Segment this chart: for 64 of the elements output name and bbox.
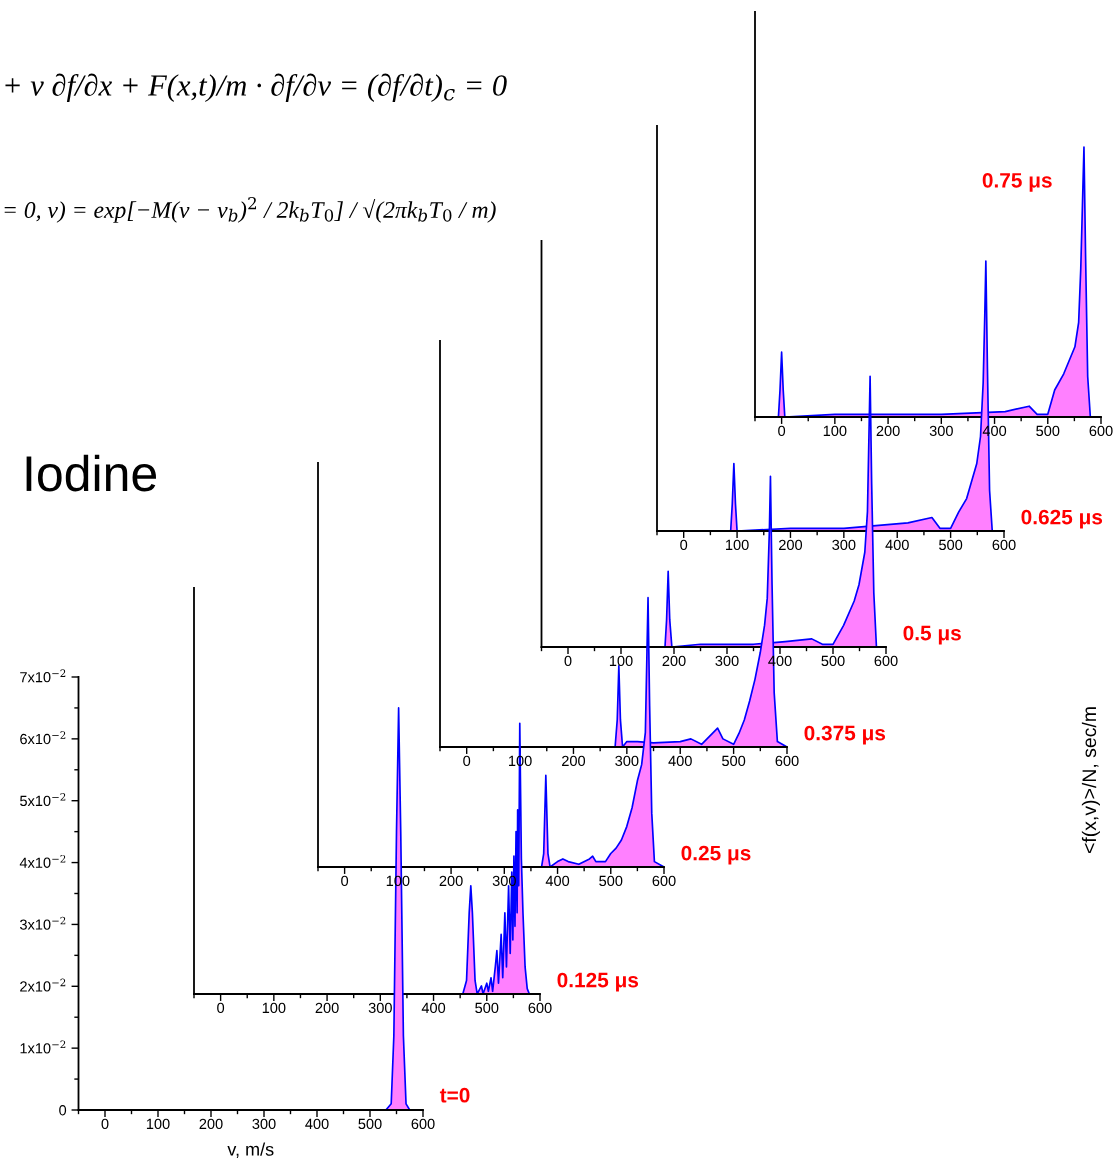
x-tick-label: 300 — [929, 425, 953, 437]
text: = 0, v) = exp[−M(v − v$_{b}$)$^{2}$ / 2k$_{b}$T$_{0}$] / √(2πk$_{b}$T$_{0}$ / m) — [4, 196, 496, 223]
x-tick-label: 0 — [217, 1002, 225, 1014]
x-tick-label: 300 — [252, 1118, 276, 1130]
y-axis-title: <f(x,v)>/N, sec/m — [1081, 707, 1100, 854]
x-tick-label: 600 — [874, 655, 898, 667]
text: 0.125 μs — [557, 972, 639, 992]
x-tick-label: 600 — [528, 1002, 552, 1014]
x-tick-label: 100 — [726, 539, 749, 551]
x-tick-label: 200 — [562, 755, 586, 767]
annotation: 0.75 μs — [982, 172, 1052, 192]
y-tick-label: 5x10$^{−2}$ — [20, 793, 66, 807]
x-tick-label: 600 — [775, 755, 799, 767]
x-tick-label: 500 — [821, 655, 845, 667]
y-tick-label: 2x10$^{−2}$ — [20, 978, 66, 992]
x-tick-label: 300 — [832, 539, 856, 551]
x-tick-label: 100 — [262, 1002, 286, 1014]
x-axis-title: v, m/s — [227, 1142, 274, 1158]
y-tick-label: 6x10$^{−2}$ — [20, 731, 66, 745]
text: + v ∂f/∂x + F(x,t)/m · ∂f/∂v = (∂f/∂t)$_{c}$ = 0 — [5, 73, 507, 103]
x-tick-label: 400 — [668, 755, 692, 767]
x-tick-label: 500 — [358, 1118, 382, 1130]
x-tick-label: 500 — [939, 539, 963, 551]
x-tick-label: 0 — [341, 875, 349, 887]
y-tick-label: 3x10$^{−2}$ — [20, 916, 66, 930]
x-tick-label: 300 — [715, 655, 739, 667]
x-tick-label: 300 — [368, 1002, 392, 1014]
chart-title: Iodine — [26, 454, 157, 492]
x-tick-label: 200 — [779, 539, 803, 551]
x-tick-label: 600 — [411, 1118, 435, 1130]
x-tick-label: 400 — [421, 1002, 446, 1014]
x-tick-label: 0 — [463, 755, 471, 767]
x-tick-label: 0 — [564, 655, 572, 667]
y-tick-label: 0 — [59, 1105, 67, 1116]
x-tick-label: 200 — [315, 1002, 339, 1014]
x-tick-label: 200 — [199, 1118, 223, 1130]
x-tick-label: 0 — [680, 539, 688, 551]
x-tick-label: 600 — [992, 539, 1016, 551]
y-tick-label: 7x10$^{−2}$ — [20, 669, 66, 683]
y-tick-label: 1x10$^{−2}$ — [20, 1040, 66, 1054]
x-tick-label: 400 — [305, 1118, 329, 1130]
text: 0.625 μs — [1021, 509, 1103, 529]
x-tick-label: 100 — [146, 1118, 170, 1130]
x-tick-label: 400 — [885, 539, 909, 551]
x-tick-label: 500 — [1036, 425, 1060, 437]
x-tick-label: 200 — [662, 655, 686, 667]
x-tick-label: 300 — [615, 755, 639, 767]
y-tick-label: 4x10$^{−2}$ — [19, 854, 66, 868]
text: 0.375 μs — [804, 725, 886, 745]
x-tick-label: 500 — [475, 1002, 499, 1014]
x-tick-label: 100 — [823, 425, 847, 437]
x-tick-label: 100 — [609, 655, 633, 667]
x-tick-label: 400 — [545, 875, 570, 887]
text: t=0 — [439, 1087, 470, 1103]
x-tick-label: 600 — [1089, 425, 1113, 437]
x-tick-label: 200 — [876, 425, 900, 437]
x-tick-label: 0 — [101, 1118, 109, 1130]
text: 0.5 μs — [903, 625, 961, 645]
x-tick-label: 500 — [599, 875, 623, 887]
text: 0.25 μs — [681, 845, 751, 865]
x-tick-label: 600 — [652, 875, 676, 887]
x-tick-label: 500 — [722, 755, 746, 767]
x-tick-label: 0 — [778, 425, 786, 437]
x-tick-label: 200 — [439, 875, 463, 887]
